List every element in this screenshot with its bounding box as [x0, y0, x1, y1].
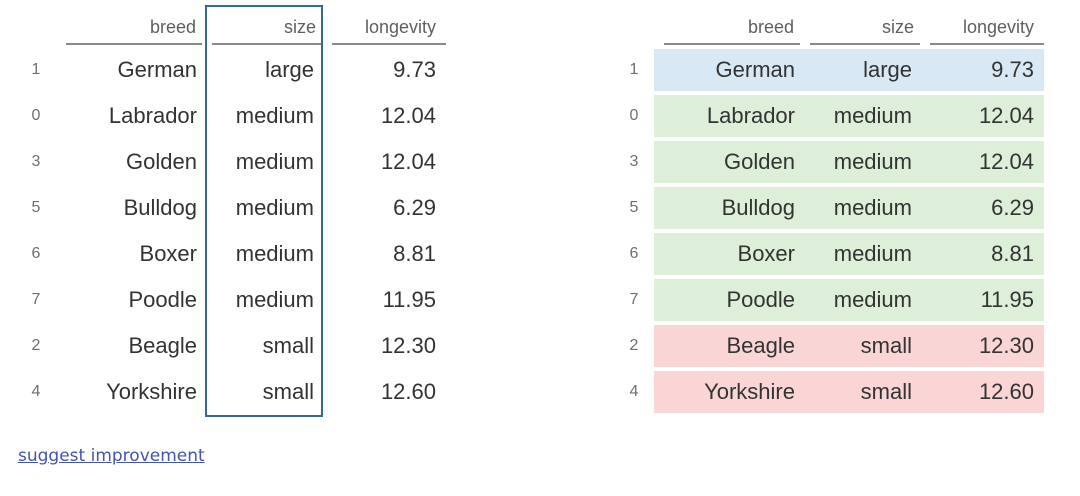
cell-longevity: 8.81	[393, 241, 436, 266]
cell-size: small	[800, 325, 920, 367]
cell-size: medium	[800, 279, 920, 321]
dataframe-plain-table: breed size longevity 1 German large 9.73 0 La…	[16, 5, 446, 417]
column-header-size: size	[800, 9, 920, 45]
cell-breed: Yorkshire	[654, 371, 800, 413]
cell-size: medium	[800, 95, 920, 137]
cell-size: medium	[800, 233, 920, 275]
table-row: 6 Boxer medium 8.81	[614, 233, 1044, 275]
row-index: 3	[31, 153, 41, 170]
row-index: 5	[629, 199, 639, 216]
table-row: 2 Beagle small 12.30	[16, 325, 446, 367]
row-index: 4	[629, 383, 639, 400]
index-header	[16, 9, 56, 45]
table-row: 1 German large 9.73	[614, 49, 1044, 91]
suggest-improvement-link[interactable]: suggest improvement	[18, 446, 205, 466]
cell-breed: Labrador	[654, 95, 800, 137]
cell-longevity: 8.81	[920, 233, 1044, 275]
row-index: 0	[629, 107, 639, 124]
dataframe-plain: breed size longevity 1 German large 9.73 0 La…	[16, 5, 446, 417]
cell-longevity: 6.29	[393, 195, 436, 220]
column-header-breed: breed	[654, 9, 800, 45]
cell-longevity: 12.30	[920, 325, 1044, 367]
cell-breed: Golden	[654, 141, 800, 183]
cell-size: medium	[235, 287, 314, 312]
cell-breed: Poodle	[128, 287, 197, 312]
cell-longevity: 6.29	[920, 187, 1044, 229]
cell-breed: Poodle	[654, 279, 800, 321]
cell-breed: Bulldog	[654, 187, 800, 229]
cell-longevity: 11.95	[382, 287, 436, 312]
cell-breed: Beagle	[654, 325, 800, 367]
cell-longevity: 9.73	[920, 49, 1044, 91]
cell-size: medium	[235, 149, 314, 174]
table-row: 3 Golden medium 12.04	[16, 141, 446, 183]
cell-breed: Golden	[126, 149, 197, 174]
column-header-longevity: longevity	[322, 9, 446, 45]
cell-breed: German	[117, 57, 197, 82]
cell-size: medium	[235, 103, 314, 128]
cell-longevity: 12.60	[920, 371, 1044, 413]
column-header-size: size	[202, 9, 322, 45]
cell-breed: German	[654, 49, 800, 91]
cell-longevity: 12.30	[380, 333, 436, 358]
index-header	[614, 9, 654, 45]
table-row: 4 Yorkshire small 12.60	[614, 371, 1044, 413]
table-row: 1 German large 9.73	[16, 49, 446, 91]
column-header-breed: breed	[56, 9, 202, 45]
row-index: 6	[31, 245, 41, 262]
dataframe-row-highlighted: breed size longevity 1 German large 9.73 0 La…	[614, 5, 1044, 417]
cell-breed: Yorkshire	[106, 379, 197, 404]
cell-breed: Boxer	[654, 233, 800, 275]
column-header-longevity: longevity	[920, 9, 1044, 45]
row-index: 2	[31, 337, 41, 354]
row-index: 2	[629, 337, 639, 354]
table-row: 6 Boxer medium 8.81	[16, 233, 446, 275]
cell-longevity: 12.04	[380, 149, 436, 174]
table-row: 4 Yorkshire small 12.60	[16, 371, 446, 413]
cell-breed: Bulldog	[123, 195, 197, 220]
cell-size: large	[800, 49, 920, 91]
cell-size: small	[262, 333, 314, 358]
cell-size: medium	[800, 141, 920, 183]
cell-longevity: 9.73	[393, 57, 436, 82]
cell-breed: Boxer	[139, 241, 197, 266]
table-row: 5 Bulldog medium 6.29	[16, 187, 446, 229]
row-index: 0	[31, 107, 41, 124]
row-index: 6	[629, 245, 639, 262]
table-row: 3 Golden medium 12.04	[614, 141, 1044, 183]
row-index: 1	[629, 61, 639, 78]
cell-longevity: 12.04	[920, 95, 1044, 137]
cell-longevity: 12.04	[380, 103, 436, 128]
cell-longevity: 12.60	[380, 379, 436, 404]
cell-size: medium	[235, 195, 314, 220]
row-index: 5	[31, 199, 41, 216]
cell-size: medium	[800, 187, 920, 229]
cell-longevity: 11.95	[920, 279, 1044, 321]
row-index: 4	[31, 383, 41, 400]
cell-size: small	[800, 371, 920, 413]
header-row: breed size longevity	[16, 9, 446, 45]
row-index: 7	[31, 291, 41, 308]
cell-size: small	[262, 379, 314, 404]
table-row: 0 Labrador medium 12.04	[614, 95, 1044, 137]
cell-longevity: 12.04	[920, 141, 1044, 183]
table-row: 5 Bulldog medium 6.29	[614, 187, 1044, 229]
table-row: 0 Labrador medium 12.04	[16, 95, 446, 137]
row-index: 7	[629, 291, 639, 308]
header-row: breed size longevity	[614, 9, 1044, 45]
cell-breed: Beagle	[128, 333, 197, 358]
row-index: 3	[629, 153, 639, 170]
cell-size: large	[265, 57, 314, 82]
cell-size: medium	[235, 241, 314, 266]
cell-breed: Labrador	[108, 103, 197, 128]
table-row: 7 Poodle medium 11.95	[614, 279, 1044, 321]
row-index: 1	[31, 61, 41, 78]
table-row: 2 Beagle small 12.30	[614, 325, 1044, 367]
table-row: 7 Poodle medium 11.95	[16, 279, 446, 321]
dataframe-styled-table: breed size longevity 1 German large 9.73 0 La…	[614, 5, 1044, 417]
